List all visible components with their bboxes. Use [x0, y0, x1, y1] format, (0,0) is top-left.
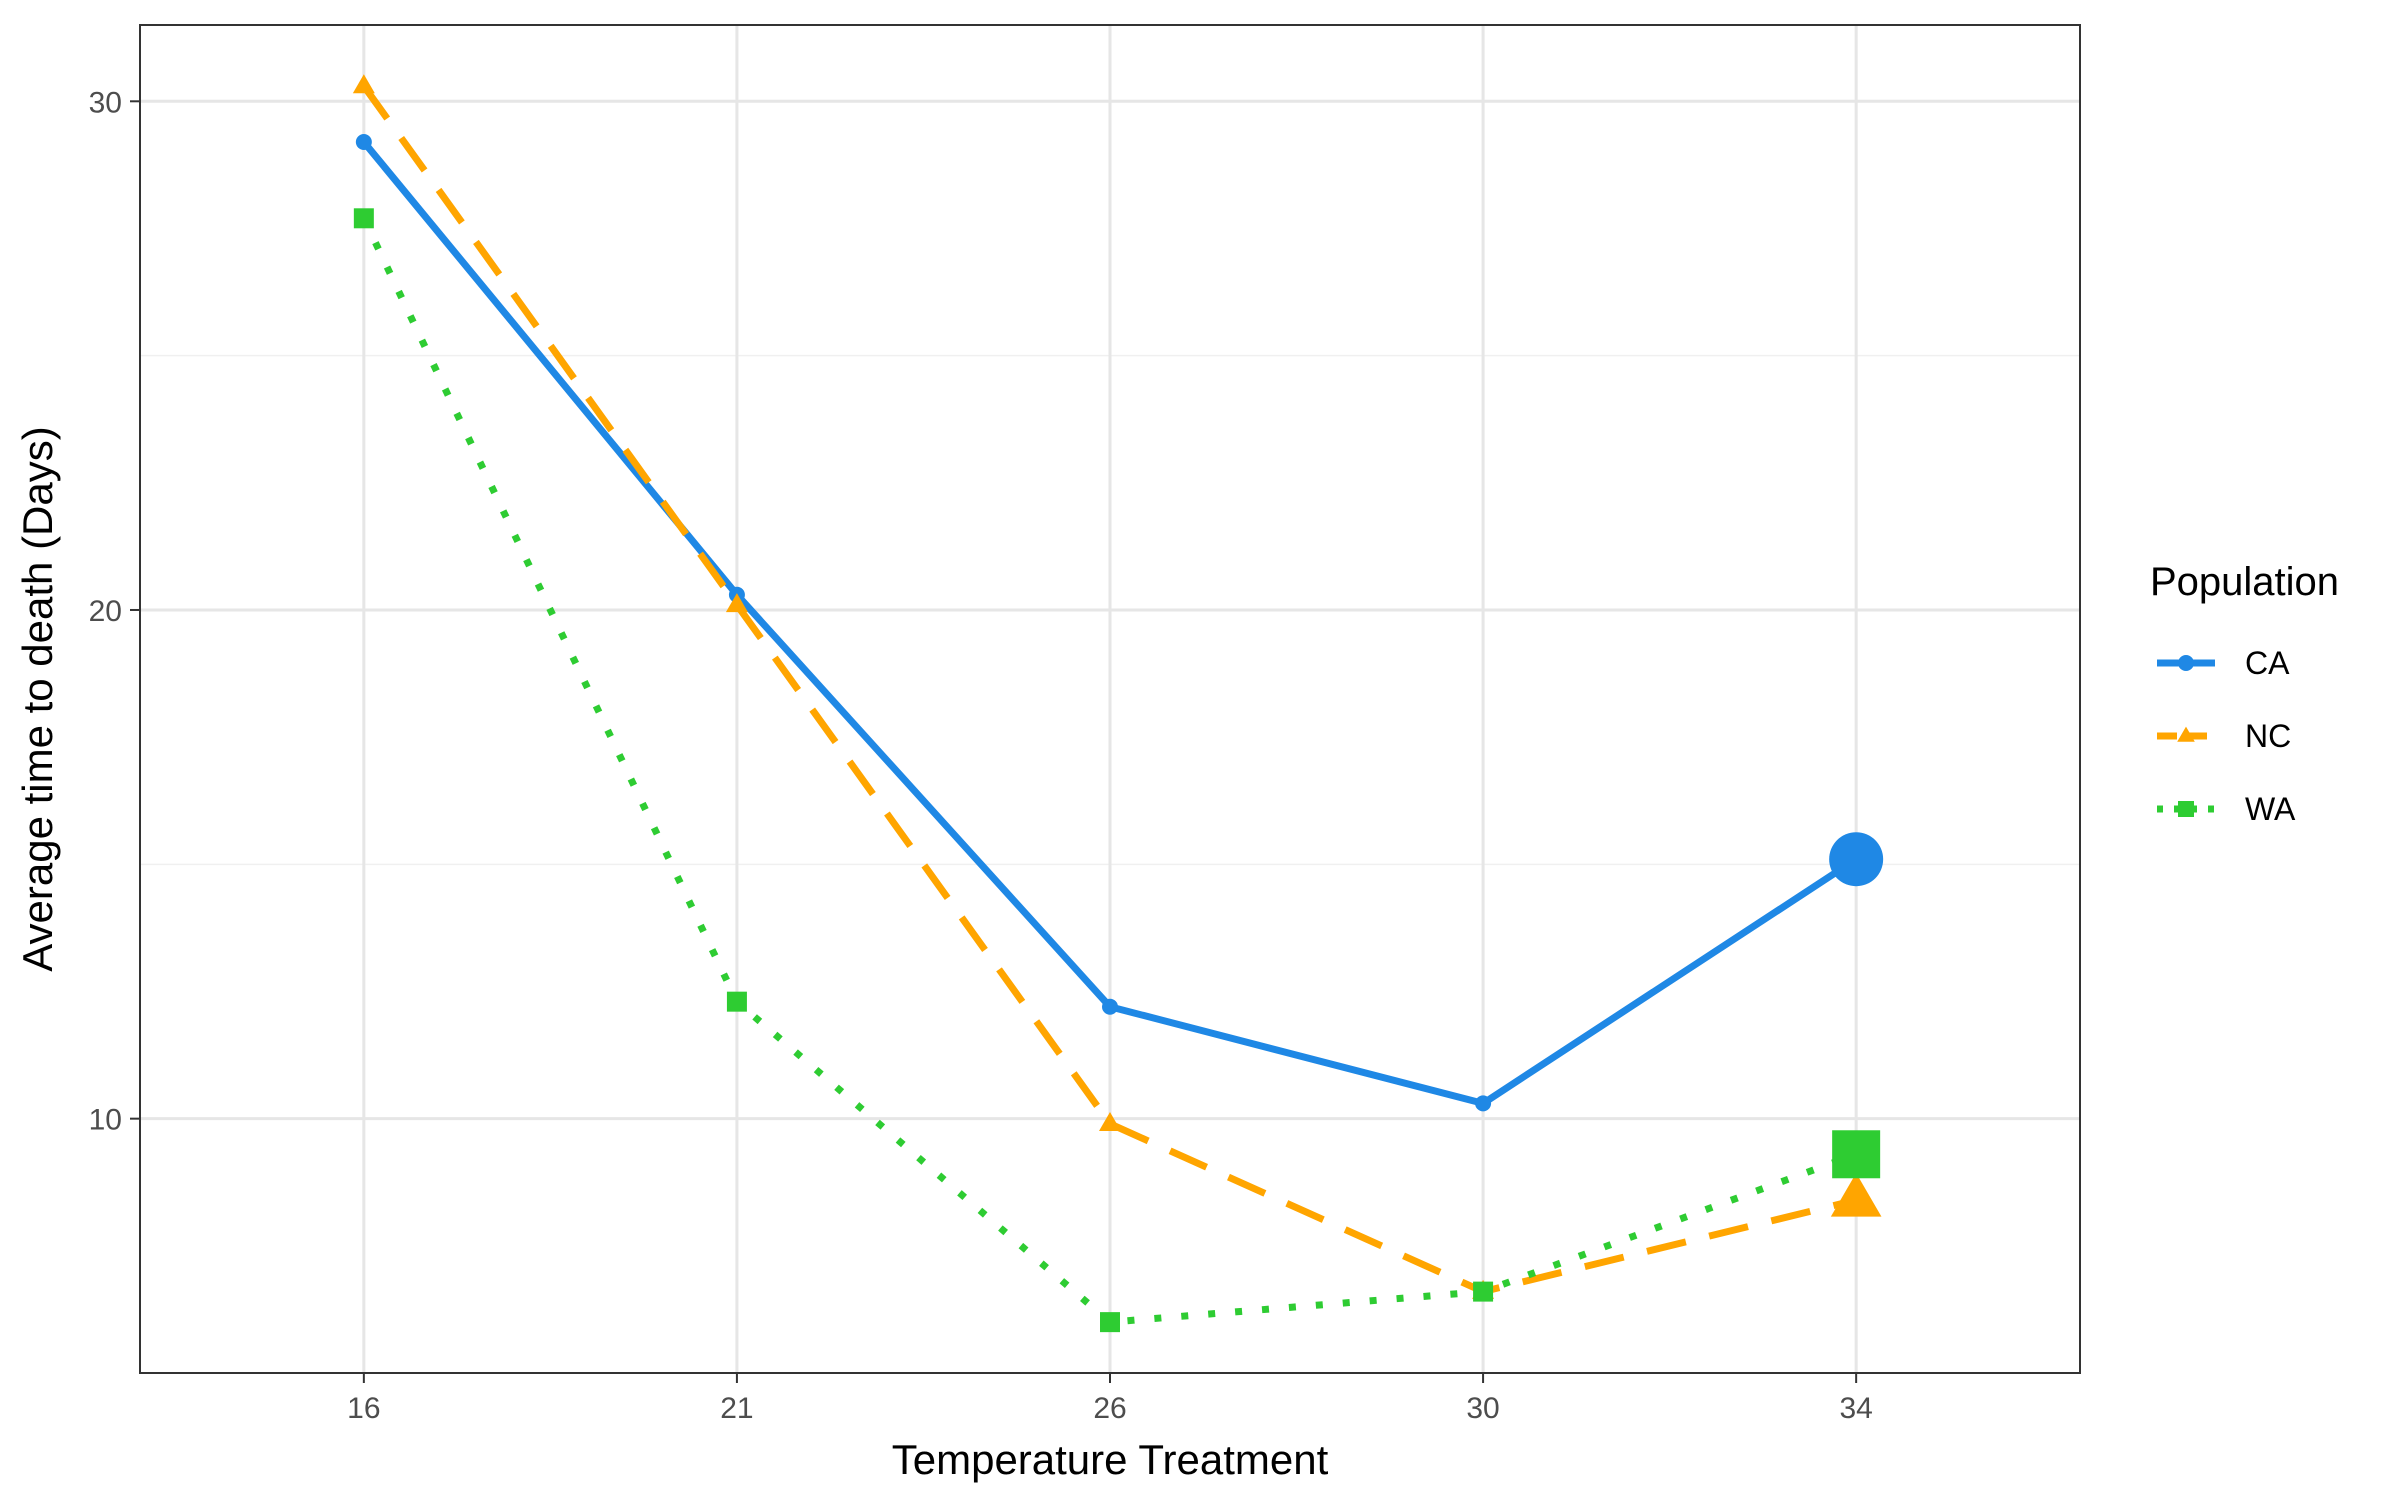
x-tick-label: 30 — [1466, 1392, 1499, 1425]
axes: 10 20 30 16 21 26 30 34 — [89, 86, 1873, 1425]
data-point-nc — [1830, 1172, 1882, 1217]
series-ca — [355, 133, 1884, 1112]
data-point-ca — [1102, 998, 1118, 1015]
legend-label: NC — [2245, 718, 2291, 754]
data-point-wa — [1100, 1312, 1120, 1333]
series-line-wa — [360, 216, 1858, 1326]
legend-title: Population — [2150, 560, 2339, 604]
x-tick-label: 16 — [347, 1392, 380, 1425]
x-axis-title: Temperature Treatment — [892, 1436, 1329, 1483]
x-tick-label: 21 — [720, 1392, 753, 1425]
data-point-nc — [1099, 1111, 1121, 1131]
data-point-nc — [725, 593, 748, 613]
legend: Population CA NC WA — [2150, 560, 2339, 827]
legend-label: WA — [2245, 791, 2296, 827]
legend-item-wa: WA — [2157, 791, 2296, 827]
series-line-nc — [361, 83, 1857, 1296]
legend-item-ca: CA — [2157, 645, 2290, 681]
data-point-ca — [355, 133, 372, 150]
data-point-ca — [1829, 832, 1884, 887]
data-point-ca — [1475, 1095, 1492, 1112]
data-point-wa — [353, 208, 374, 229]
y-axis-title: Average time to death (Days) — [14, 426, 61, 972]
data-point-wa — [726, 991, 747, 1012]
series-wa — [353, 208, 1881, 1333]
data-point-wa — [1832, 1130, 1881, 1179]
y-tick-label: 10 — [89, 1104, 122, 1137]
legend-key-marker — [2177, 726, 2195, 742]
data-point-wa — [1473, 1281, 1494, 1302]
y-tick-label: 30 — [89, 86, 122, 119]
legend-label: CA — [2245, 645, 2290, 681]
legend-key-marker — [2178, 655, 2194, 671]
x-tick-label: 34 — [1839, 1392, 1872, 1425]
y-tick-label: 20 — [89, 595, 122, 628]
legend-item-nc: NC — [2157, 718, 2291, 754]
legend-key-marker — [2178, 801, 2194, 817]
series-layer — [352, 74, 1884, 1333]
data-point-nc — [352, 74, 375, 94]
x-tick-label: 26 — [1093, 1392, 1126, 1425]
